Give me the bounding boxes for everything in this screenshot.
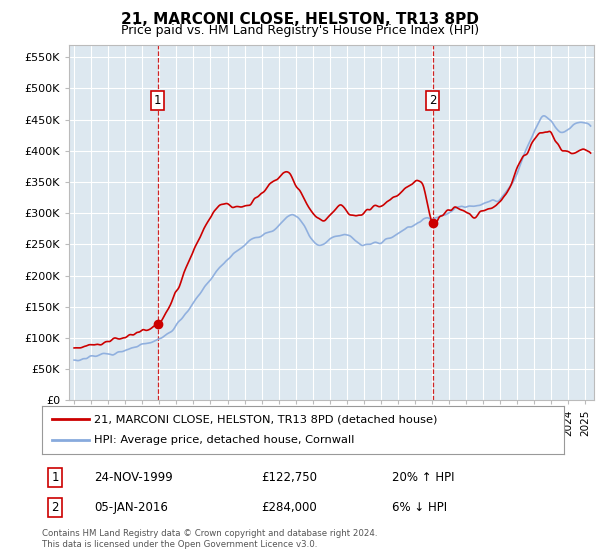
- Text: 6% ↓ HPI: 6% ↓ HPI: [392, 501, 447, 514]
- Text: 1: 1: [154, 95, 161, 108]
- Text: 21, MARCONI CLOSE, HELSTON, TR13 8PD (detached house): 21, MARCONI CLOSE, HELSTON, TR13 8PD (de…: [94, 414, 437, 424]
- Text: 05-JAN-2016: 05-JAN-2016: [94, 501, 168, 514]
- Text: £122,750: £122,750: [261, 471, 317, 484]
- Text: 21, MARCONI CLOSE, HELSTON, TR13 8PD: 21, MARCONI CLOSE, HELSTON, TR13 8PD: [121, 12, 479, 27]
- Text: 2: 2: [429, 95, 436, 108]
- Text: 1: 1: [52, 471, 59, 484]
- Text: £284,000: £284,000: [261, 501, 317, 514]
- Text: 20% ↑ HPI: 20% ↑ HPI: [392, 471, 454, 484]
- Text: Price paid vs. HM Land Registry's House Price Index (HPI): Price paid vs. HM Land Registry's House …: [121, 24, 479, 36]
- Text: Contains HM Land Registry data © Crown copyright and database right 2024.
This d: Contains HM Land Registry data © Crown c…: [42, 529, 377, 549]
- Text: HPI: Average price, detached house, Cornwall: HPI: Average price, detached house, Corn…: [94, 435, 355, 445]
- Text: 2: 2: [52, 501, 59, 514]
- Text: 24-NOV-1999: 24-NOV-1999: [94, 471, 173, 484]
